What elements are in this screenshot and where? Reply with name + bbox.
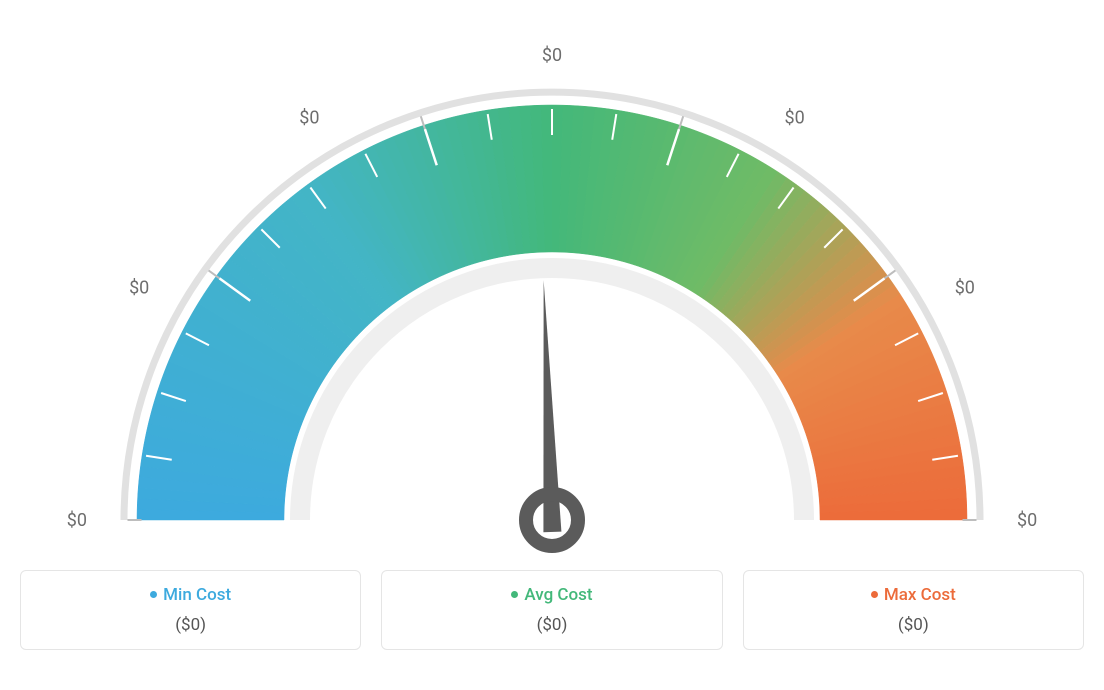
legend-dot-icon [511, 591, 518, 598]
legend-title-text: Max Cost [884, 585, 956, 605]
legend-value-max: ($0) [754, 615, 1073, 635]
gauge-chart: $0 $0 $0 $0 $0 $0 $0 [20, 10, 1084, 560]
legend-value-min: ($0) [31, 615, 350, 635]
legend-title-text: Min Cost [163, 585, 231, 605]
scale-label: $0 [299, 107, 319, 128]
legend-title-text: Avg Cost [524, 585, 592, 605]
legend-title-avg: Avg Cost [392, 585, 711, 605]
scale-label: $0 [785, 107, 805, 128]
legend-title-max: Max Cost [754, 585, 1073, 605]
scale-label: $0 [542, 45, 562, 66]
scale-label: $0 [1017, 510, 1037, 531]
legend-dot-icon [871, 591, 878, 598]
legend-card-max: Max Cost ($0) [743, 570, 1084, 650]
legend-title-min: Min Cost [31, 585, 350, 605]
chart-container: $0 $0 $0 $0 $0 $0 $0 Min Cost ($0) Avg Cost ($… [0, 0, 1104, 690]
legend-card-min: Min Cost ($0) [20, 570, 361, 650]
legend-card-avg: Avg Cost ($0) [381, 570, 722, 650]
scale-label: $0 [955, 278, 975, 299]
legend-dot-icon [150, 591, 157, 598]
gauge-wrap: $0 $0 $0 $0 $0 $0 $0 [20, 10, 1084, 560]
scale-label: $0 [129, 278, 149, 299]
scale-label: $0 [67, 510, 87, 531]
legend-row: Min Cost ($0) Avg Cost ($0) Max Cost ($0… [20, 570, 1084, 650]
legend-value-avg: ($0) [392, 615, 711, 635]
